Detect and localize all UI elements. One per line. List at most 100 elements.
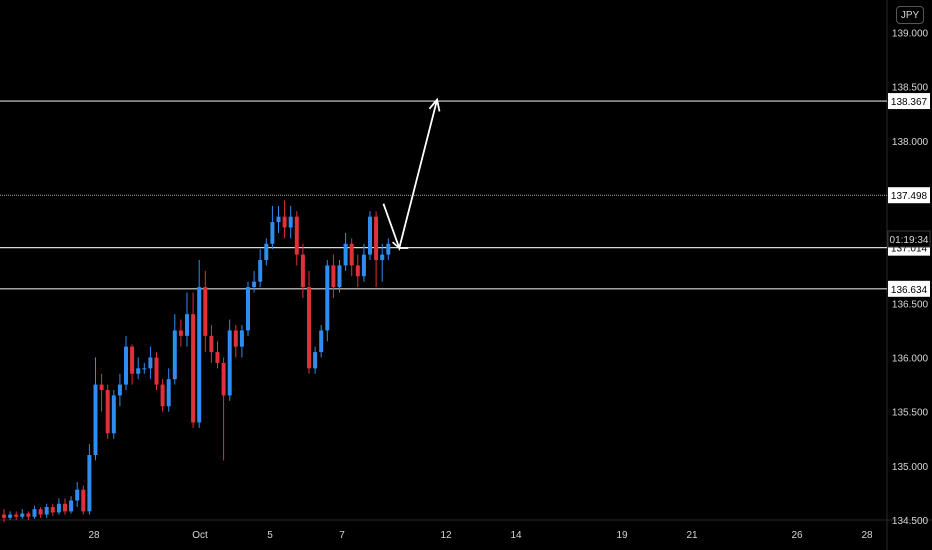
candle-body: [258, 260, 263, 282]
time-tick-label: 12: [440, 530, 452, 541]
countdown-timer-text: 01:19:34: [890, 235, 929, 246]
candle-body: [313, 352, 318, 369]
candle-body: [50, 507, 55, 513]
candle-body: [93, 384, 98, 455]
candle-body: [56, 503, 61, 513]
price-tag-box: [888, 280, 930, 297]
projection-arrow: [382, 97, 441, 252]
candle-body: [233, 330, 238, 347]
candle-body: [20, 513, 25, 517]
price-tick-label: 134.500: [892, 516, 929, 527]
time-tick-label: 19: [616, 530, 628, 541]
candle-body: [349, 243, 354, 266]
candle-body: [154, 357, 159, 385]
candle-body: [203, 287, 208, 336]
candle-body: [32, 509, 37, 517]
candle-body: [105, 390, 110, 434]
candle-body: [386, 243, 391, 255]
countdown-timer: 01:19:34: [887, 230, 931, 248]
price-tag-box: [888, 187, 930, 204]
arrow-head: [428, 97, 441, 112]
candle-body: [282, 216, 287, 228]
candle-body: [380, 254, 385, 260]
candle-body: [160, 384, 165, 407]
candle-body: [374, 216, 379, 260]
time-tick-label: 14: [510, 530, 522, 541]
candle-body: [325, 265, 330, 331]
candle-body: [130, 346, 135, 374]
candle-body: [343, 243, 348, 266]
candle-body: [227, 330, 232, 396]
price-axis-ticks: 134.500 135.000 135.500 136.000 136.500 138.0…: [892, 29, 929, 528]
price-tick-label: 136.000: [892, 354, 929, 365]
candle-body: [136, 368, 141, 374]
candle-body: [209, 335, 214, 353]
candle-body: [246, 287, 250, 331]
candle-body: [166, 379, 171, 407]
candle-body: [124, 346, 128, 385]
candle-body: [264, 243, 269, 260]
candle-body: [14, 514, 19, 517]
candle-body: [288, 216, 293, 228]
candle-body: [8, 514, 13, 518]
candle-body: [178, 330, 183, 336]
time-axis-ticks: 28 Oct 5 7 12 14 19 21 26 28: [88, 530, 873, 541]
time-tick-label: 26: [791, 530, 803, 541]
price-tag-label: 138.367: [891, 97, 928, 108]
candle-body: [117, 384, 122, 396]
arrow-vertex: [392, 241, 409, 249]
candle-body: [99, 384, 104, 390]
price-tag-label: 137.014: [891, 244, 928, 255]
candle-body: [63, 503, 67, 512]
time-tick-label: 28: [88, 530, 100, 541]
price-tag-label: 136.634: [891, 285, 928, 296]
price-tick-label: 139.000: [892, 29, 929, 40]
candle-body: [355, 265, 360, 277]
candle-body: [361, 254, 366, 277]
candle-body: [319, 330, 324, 353]
price-tag-label: 137.498: [891, 191, 928, 202]
candle-body: [38, 509, 43, 515]
time-tick-label: 5: [267, 530, 273, 541]
candle-body: [215, 352, 220, 363]
candles: [2, 200, 391, 523]
candle-body: [75, 489, 80, 501]
candle-body: [307, 287, 311, 369]
price-tick-label: 135.000: [892, 462, 929, 473]
candle-body: [81, 489, 86, 512]
candle-body: [111, 395, 116, 434]
candle-body: [172, 330, 177, 380]
time-tick-label: 7: [339, 530, 345, 541]
candle-body: [191, 314, 196, 423]
candle-body: [197, 287, 202, 423]
candle-body: [185, 314, 189, 336]
candle-body: [337, 265, 342, 288]
time-tick-label: 28: [861, 530, 873, 541]
time-tick-label: 21: [686, 530, 698, 541]
horizontal-levels: [0, 100, 887, 290]
price-tick-label: 138.500: [892, 83, 929, 94]
candle-body: [26, 513, 31, 517]
time-tick-label: Oct: [192, 530, 208, 541]
candle-body: [368, 216, 372, 255]
price-tick-label: 136.500: [892, 299, 929, 310]
candle-body: [276, 216, 281, 223]
candle-body: [148, 357, 153, 369]
candle-body: [44, 507, 49, 515]
candle-body: [331, 265, 336, 288]
price-tag-box: [888, 93, 930, 110]
currency-button[interactable]: JPY: [896, 6, 924, 24]
candle-body: [142, 368, 147, 370]
candle-body: [300, 254, 305, 288]
candle-body: [87, 455, 92, 512]
candle-body: [2, 514, 6, 518]
price-tick-label: 138.000: [892, 137, 929, 148]
candle-body: [252, 281, 257, 288]
candle-body: [239, 330, 244, 347]
candle-body: [69, 500, 74, 512]
candle-body: [294, 216, 299, 255]
price-tick-label: 135.500: [892, 408, 929, 419]
candle-body: [270, 222, 275, 244]
